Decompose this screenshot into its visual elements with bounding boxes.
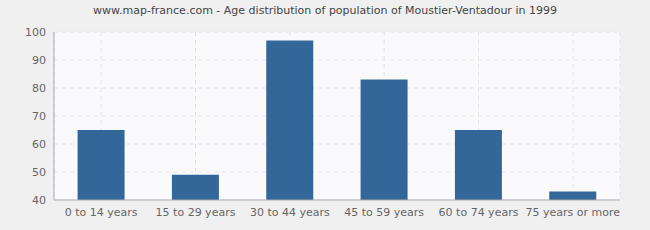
svg-text:60 to 74 years: 60 to 74 years [439,206,519,219]
html-text:www.map-france.com - Age distr: www.map-france.com - Age distribution of… [93,4,557,17]
svg-text:75 years or more: 75 years or more [526,206,621,219]
svg-text:40: 40 [32,194,46,207]
svg-text:45 to 59 years: 45 to 59 years [344,206,424,219]
svg-text:60: 60 [32,138,46,151]
svg-text:100: 100 [25,26,46,39]
svg-text:15 to 29 years: 15 to 29 years [156,206,236,219]
svg-text:0 to 14 years: 0 to 14 years [65,206,138,219]
svg-text:90: 90 [32,54,46,67]
svg-text:70: 70 [32,110,46,123]
svg-text:30 to 44 years: 30 to 44 years [250,206,330,219]
svg-text:80: 80 [32,82,46,95]
svg-text:50: 50 [32,166,46,179]
